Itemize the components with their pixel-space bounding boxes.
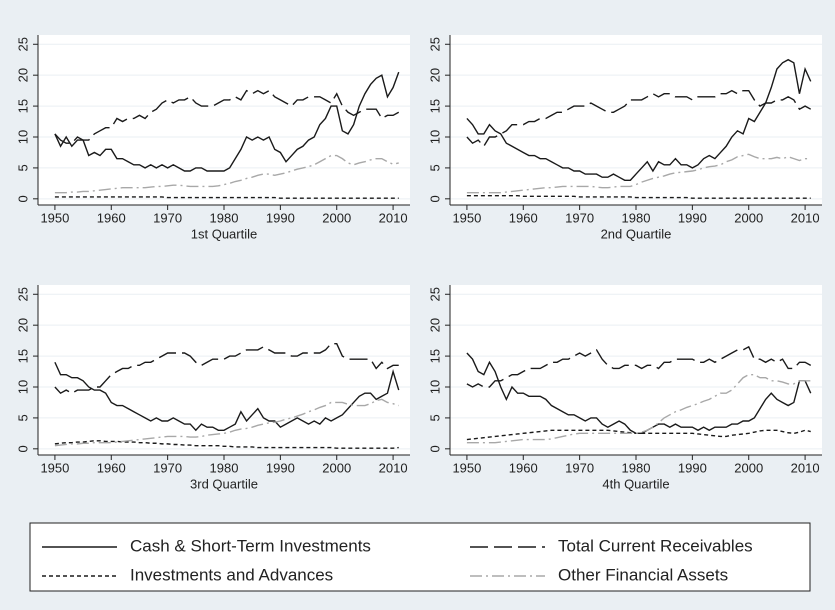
- y-tick-label: 10: [427, 380, 442, 394]
- x-tick-label: 1980: [622, 460, 651, 475]
- x-tick-label: 1980: [210, 210, 239, 225]
- y-tick-label: 20: [15, 318, 30, 332]
- x-tick-label: 2000: [322, 210, 351, 225]
- y-tick-label: 20: [427, 68, 442, 82]
- x-tick-label: 2010: [379, 210, 408, 225]
- series-line: [54, 440, 399, 449]
- x-tick-label: 2000: [734, 210, 763, 225]
- y-tick-label: 15: [427, 349, 442, 363]
- y-tick-label: 25: [15, 287, 30, 301]
- x-axis-label: 1st Quartile: [191, 226, 257, 241]
- x-axis-label: 4th Quartile: [602, 476, 669, 491]
- series-line: [466, 429, 811, 441]
- series-line: [466, 345, 812, 388]
- x-tick-label: 1960: [509, 460, 538, 475]
- x-tick-label: 1960: [97, 460, 126, 475]
- x-tick-label: 1990: [266, 460, 295, 475]
- x-tick-label: 1980: [210, 460, 239, 475]
- x-axis-label: 2nd Quartile: [601, 226, 672, 241]
- x-tick-label: 1950: [40, 460, 69, 475]
- y-tick-label: 10: [15, 130, 30, 144]
- y-tick-label: 15: [15, 349, 30, 363]
- x-tick-label: 2010: [791, 460, 820, 475]
- y-tick-label: 5: [15, 164, 30, 171]
- legend-label: Total Current Receivables: [558, 536, 753, 555]
- plot-area: [38, 35, 410, 205]
- x-tick-label: 1990: [266, 210, 295, 225]
- x-tick-label: 1990: [678, 460, 707, 475]
- legend-label: Other Financial Assets: [558, 565, 728, 584]
- legend-label: Cash & Short-Term Investments: [130, 536, 371, 555]
- x-tick-label: 2000: [734, 460, 763, 475]
- x-tick-label: 2010: [791, 210, 820, 225]
- x-tick-label: 2010: [379, 460, 408, 475]
- y-tick-label: 0: [15, 195, 30, 202]
- plot-area: [450, 285, 822, 455]
- x-tick-label: 1950: [452, 210, 481, 225]
- series-line: [54, 361, 400, 432]
- y-tick-label: 25: [427, 287, 442, 301]
- series-line: [54, 154, 399, 194]
- series-line: [466, 195, 811, 199]
- y-tick-label: 0: [427, 195, 442, 202]
- x-tick-label: 1970: [565, 210, 594, 225]
- y-tick-label: 0: [427, 445, 442, 452]
- y-tick-label: 15: [427, 99, 442, 113]
- x-tick-label: 1970: [153, 460, 182, 475]
- y-tick-label: 5: [427, 164, 442, 171]
- x-tick-label: 1960: [97, 210, 126, 225]
- x-tick-label: 1980: [622, 210, 651, 225]
- x-tick-label: 1950: [452, 460, 481, 475]
- y-tick-label: 10: [427, 130, 442, 144]
- y-tick-label: 20: [427, 318, 442, 332]
- x-tick-label: 2000: [322, 460, 351, 475]
- y-tick-label: 20: [15, 68, 30, 82]
- y-tick-label: 25: [15, 37, 30, 51]
- series-line: [54, 89, 400, 144]
- legend-label: Investments and Advances: [130, 565, 333, 584]
- x-tick-label: 1970: [153, 210, 182, 225]
- y-tick-label: 0: [15, 445, 30, 452]
- series-line: [466, 58, 812, 181]
- x-tick-label: 1970: [565, 460, 594, 475]
- series-line: [54, 343, 399, 395]
- series-line: [466, 89, 812, 148]
- series-line: [54, 196, 399, 199]
- x-tick-label: 1950: [40, 210, 69, 225]
- plot-area: [38, 285, 410, 455]
- series-line: [466, 352, 812, 435]
- y-tick-label: 5: [15, 414, 30, 421]
- legend-box: [29, 522, 811, 592]
- x-tick-label: 1960: [509, 210, 538, 225]
- y-tick-label: 5: [427, 414, 442, 421]
- y-tick-label: 25: [427, 37, 442, 51]
- x-axis-label: 3rd Quartile: [190, 476, 258, 491]
- y-tick-label: 10: [15, 380, 30, 394]
- series-line: [54, 398, 399, 447]
- series-line: [466, 153, 811, 194]
- series-line: [54, 71, 400, 172]
- x-tick-label: 1990: [678, 210, 707, 225]
- y-tick-label: 15: [15, 99, 30, 113]
- plot-area: [450, 35, 822, 205]
